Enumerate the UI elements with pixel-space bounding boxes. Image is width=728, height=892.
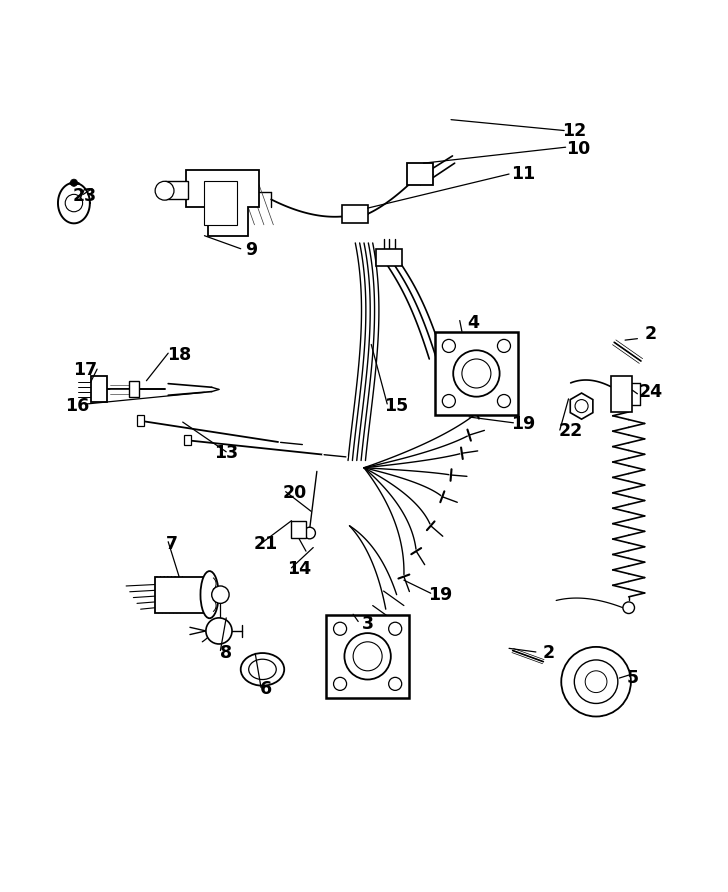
Text: 14: 14 [287,560,311,578]
Circle shape [66,194,82,211]
Text: 13: 13 [214,444,238,462]
Circle shape [462,359,491,388]
Circle shape [389,623,402,635]
Bar [155,576,210,613]
Text: 20: 20 [283,484,307,502]
Circle shape [585,671,607,692]
Circle shape [71,179,78,186]
Circle shape [353,642,382,671]
Circle shape [561,647,631,716]
Text: 5: 5 [626,669,638,687]
Text: 19: 19 [512,416,536,434]
Text: 23: 23 [73,186,97,205]
Text: 7: 7 [166,535,178,553]
Text: 10: 10 [566,140,590,158]
Text: 8: 8 [220,644,232,662]
Text: 16: 16 [66,397,90,415]
Circle shape [155,181,174,200]
Bar [376,249,403,266]
Circle shape [206,618,232,644]
Bar [205,181,237,225]
Text: 6: 6 [260,680,272,698]
Bar [341,205,368,223]
Ellipse shape [200,571,218,618]
Text: 11: 11 [512,165,536,183]
Text: 9: 9 [245,241,258,260]
Text: 22: 22 [558,423,583,441]
Circle shape [443,394,456,408]
Circle shape [623,602,635,614]
Circle shape [333,623,347,635]
Circle shape [443,339,456,352]
Polygon shape [570,393,593,419]
Ellipse shape [249,659,276,680]
Circle shape [304,527,315,539]
Bar [326,615,409,698]
Circle shape [497,339,510,352]
Circle shape [454,351,499,397]
Text: 2: 2 [644,325,657,343]
Bar [291,521,306,538]
Text: 21: 21 [254,535,278,553]
Text: 3: 3 [362,615,373,632]
Bar [129,382,139,398]
Bar [184,435,191,445]
Text: 4: 4 [467,314,479,332]
Text: 2: 2 [543,644,555,662]
Text: 15: 15 [384,397,408,415]
Circle shape [575,400,588,413]
Text: 19: 19 [428,586,452,604]
Polygon shape [186,170,259,235]
Bar [137,415,144,426]
Bar [435,332,518,415]
Circle shape [333,677,347,690]
Bar [611,376,633,412]
Text: 24: 24 [638,383,662,401]
Ellipse shape [241,653,284,686]
Circle shape [212,586,229,603]
Text: 18: 18 [167,346,191,364]
Text: 17: 17 [73,361,97,379]
Text: 12: 12 [562,121,587,139]
Bar [165,181,188,200]
Circle shape [497,394,510,408]
Bar [407,163,433,185]
Circle shape [574,660,618,704]
Circle shape [389,677,402,690]
Circle shape [344,633,391,680]
Bar [90,376,106,402]
